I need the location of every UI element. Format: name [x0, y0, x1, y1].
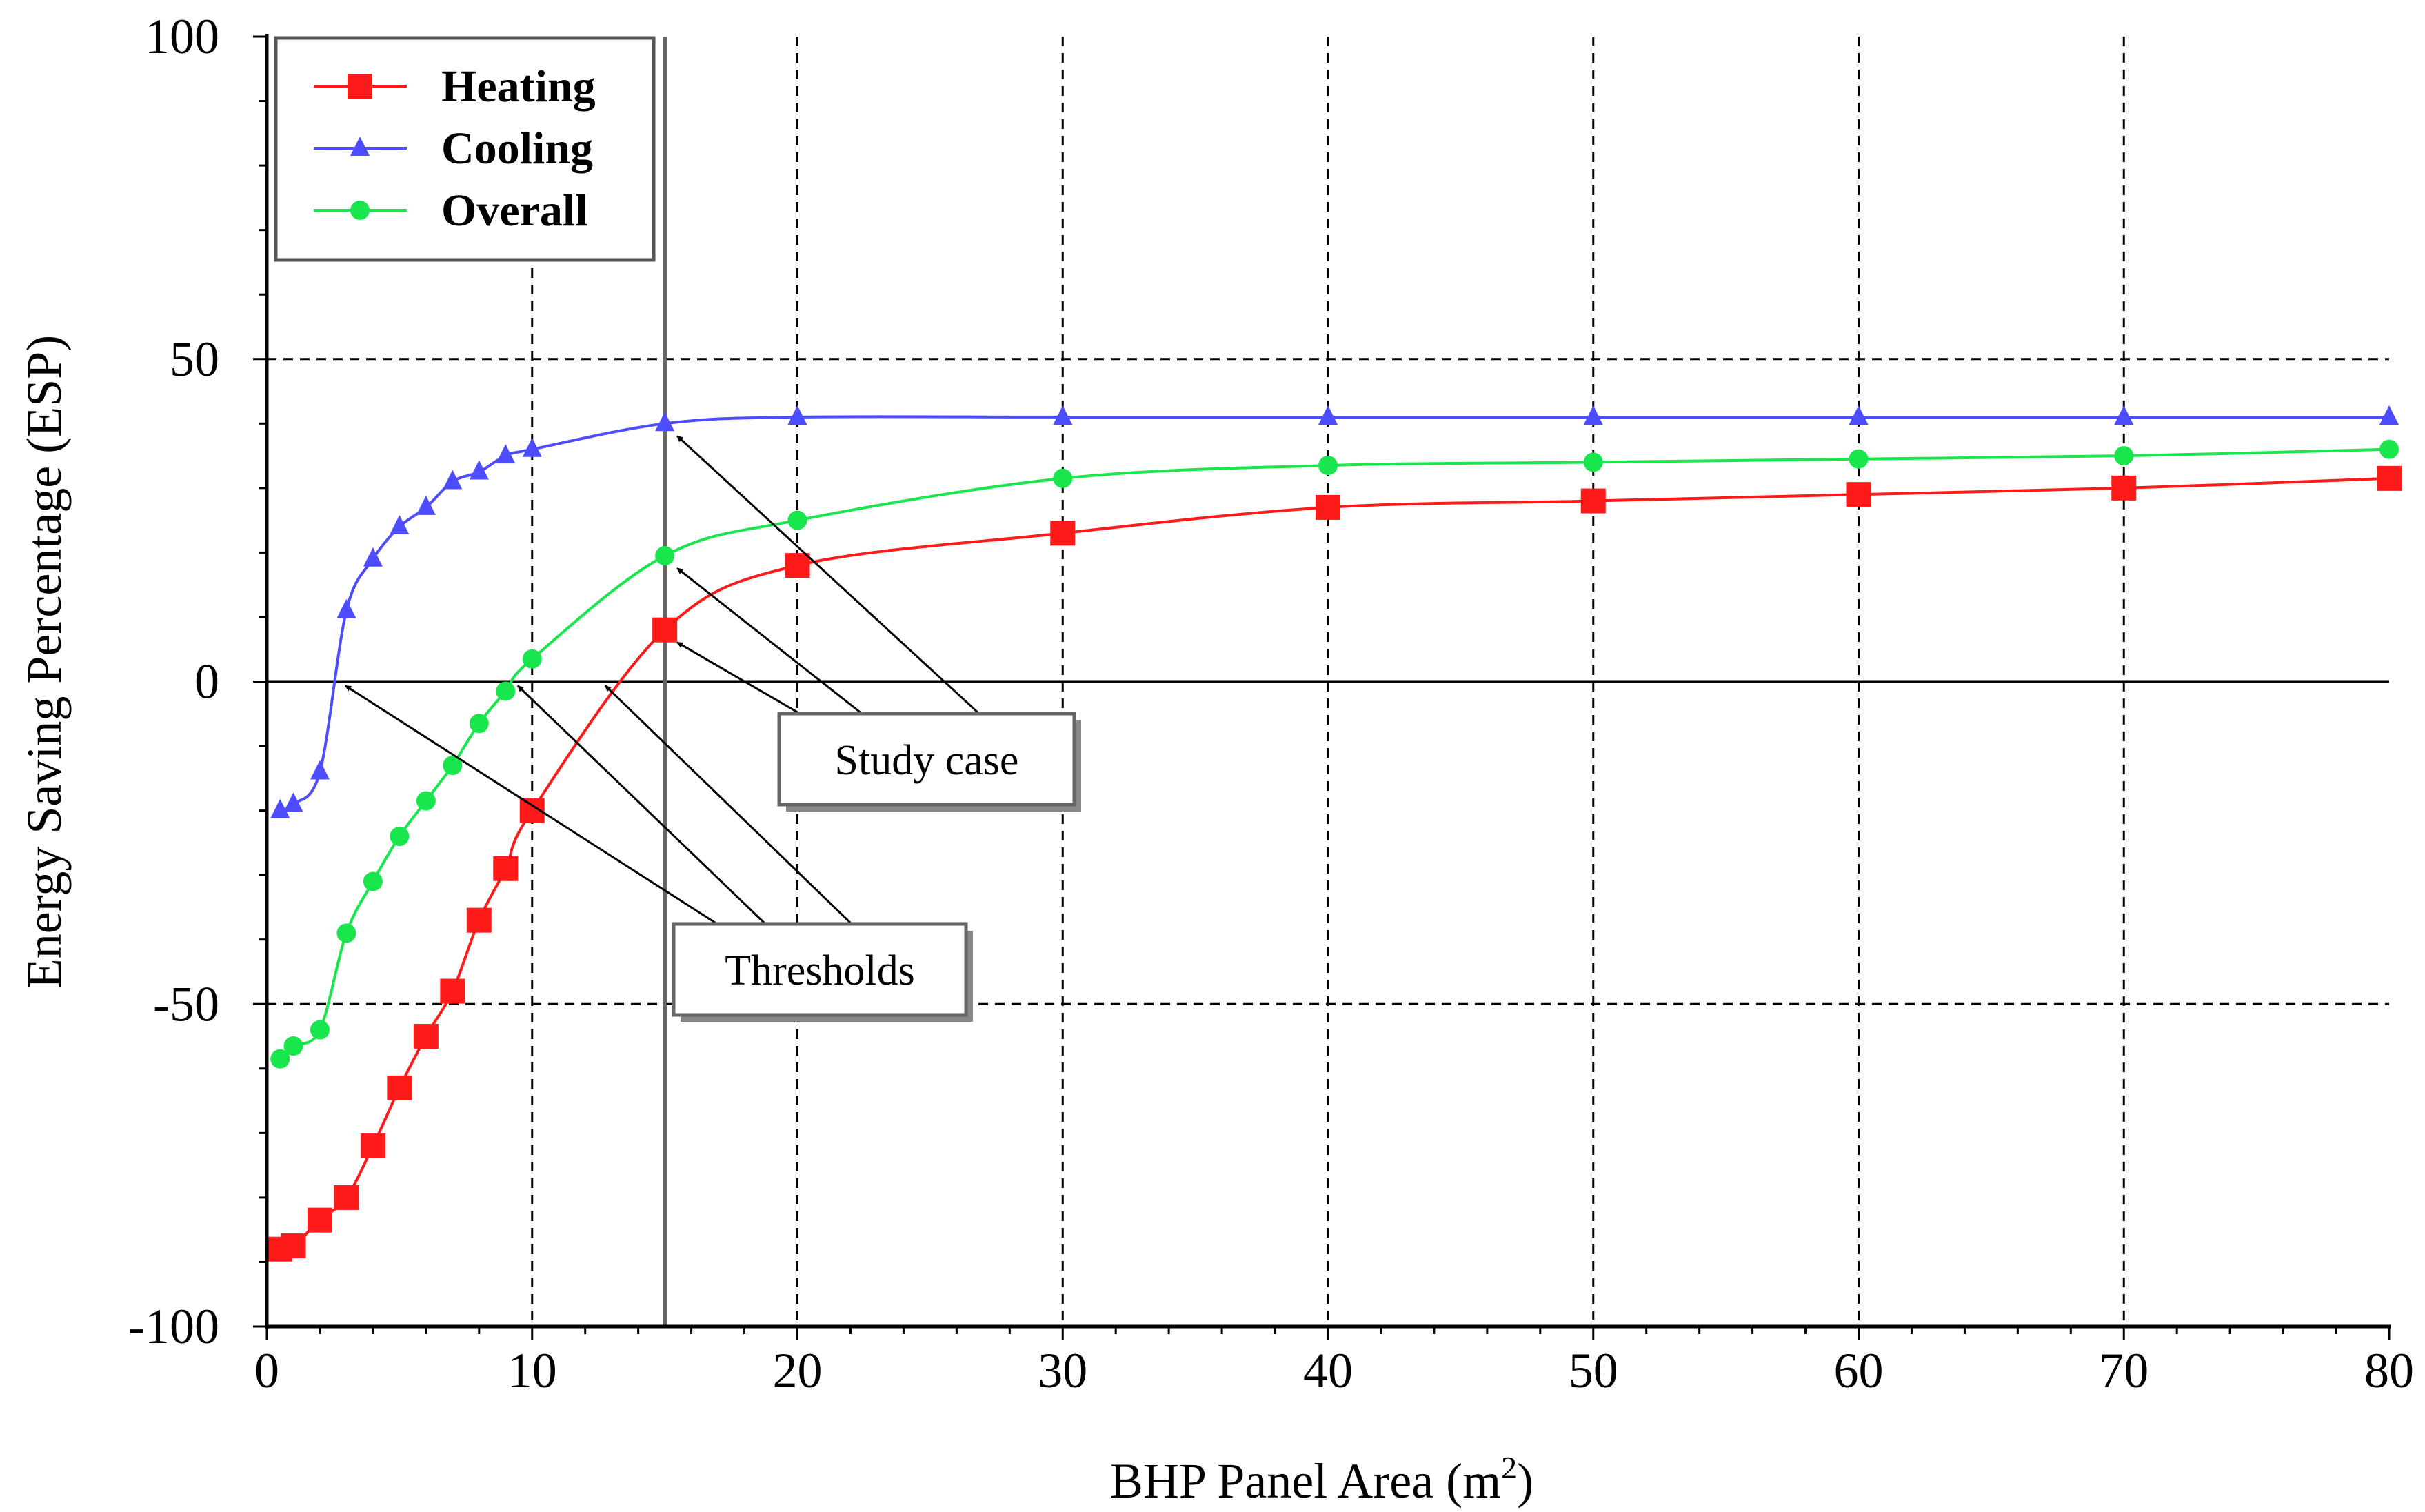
x-tick-label: 30 [1038, 1343, 1087, 1398]
data-point-overall [655, 546, 675, 566]
annotation-label-thresholds: Thresholds [725, 947, 915, 994]
x-tick-label: 70 [2099, 1343, 2149, 1398]
grid-lines [267, 37, 2389, 1327]
data-point-cooling [469, 460, 489, 480]
series-line-cooling [279, 415, 2389, 812]
data-point-heating [387, 1075, 412, 1100]
data-point-overall [443, 756, 463, 776]
data-point-cooling [270, 798, 290, 818]
x-tick-label: 50 [1569, 1343, 1618, 1398]
data-point-overall [336, 923, 356, 943]
data-point-overall [390, 827, 410, 847]
data-point-cooling [1583, 405, 1603, 425]
data-point-overall [496, 681, 516, 701]
data-point-overall [416, 791, 436, 811]
y-tick-label: 0 [194, 654, 219, 709]
legend-label-overall: Overall [441, 185, 588, 236]
data-point-cooling [655, 412, 675, 432]
data-point-cooling [443, 470, 463, 490]
x-tick-label: 40 [1303, 1343, 1353, 1398]
x-tick-label: 80 [2364, 1343, 2414, 1398]
annotation-arrow-study-case [676, 641, 801, 715]
legend-label-heating: Heating [441, 61, 596, 112]
data-point-cooling [1849, 405, 1869, 425]
data-point-overall [363, 871, 383, 891]
data-point-overall [522, 649, 542, 669]
data-point-heating [440, 978, 465, 1004]
legend-marker-cooling [350, 137, 370, 156]
data-point-heating [493, 856, 519, 881]
data-point-heating [1580, 488, 1606, 514]
data-point-cooling [496, 444, 516, 464]
data-point-overall [469, 714, 489, 734]
data-point-overall [2114, 446, 2134, 466]
data-point-overall [283, 1036, 303, 1056]
annotation-arrow-study-case [676, 435, 980, 715]
data-point-cooling [390, 514, 410, 534]
annotation-box-study-case [777, 712, 1076, 807]
annotation-arrow-thresholds [604, 685, 853, 925]
data-point-cooling [416, 495, 436, 515]
data-point-heating [413, 1024, 439, 1049]
legend-label-cooling: Cooling [441, 123, 593, 174]
data-point-cooling [336, 598, 356, 618]
data-point-overall [1583, 452, 1603, 472]
data-point-heating [307, 1207, 332, 1233]
x-tick-label: 60 [1834, 1343, 1884, 1398]
data-point-overall [1053, 468, 1073, 488]
legend: Heating Cooling Overall [274, 36, 656, 262]
data-point-overall [787, 510, 807, 530]
data-point-cooling [1053, 405, 1073, 425]
data-point-overall [270, 1049, 290, 1069]
data-point-cooling [310, 760, 330, 780]
annotation-arrow-study-case [676, 567, 863, 715]
data-point-cooling [2379, 405, 2399, 425]
series-line-heating [279, 476, 2390, 1251]
data-point-cooling [787, 405, 807, 425]
annotation-arrow-thresholds [344, 685, 718, 925]
data-point-heating [1050, 521, 1076, 546]
data-point-cooling [522, 437, 542, 457]
axis-ticks: 0 10 20 30 40 50 60 70 80 -100 -50 0 50 100 [128, 9, 2414, 1398]
data-point-overall [310, 1020, 330, 1040]
x-tick-label: 20 [773, 1343, 823, 1398]
x-tick-label: 0 [254, 1343, 279, 1398]
y-tick-label: -50 [153, 976, 219, 1031]
data-point-cooling [283, 792, 303, 812]
data-point-heating [281, 1233, 306, 1259]
annotation-arrow-thresholds [516, 685, 767, 925]
y-tick-label: -100 [128, 1299, 219, 1354]
data-point-heating [334, 1185, 359, 1210]
data-point-heating [360, 1133, 385, 1159]
data-point-cooling [2114, 405, 2134, 425]
data-point-heating [2111, 475, 2137, 501]
legend-marker-heating [348, 74, 372, 99]
legend-box [274, 36, 656, 262]
data-point-overall [2379, 439, 2399, 459]
series-line-overall [279, 447, 2390, 1060]
data-point-heating [785, 553, 810, 578]
annotation-label-study-case: Study case [835, 737, 1019, 784]
data-point-overall [1318, 456, 1338, 476]
data-point-cooling [1318, 405, 1338, 425]
series-markers [268, 405, 2402, 1262]
data-point-heating [2377, 465, 2402, 491]
x-axis-label: BHP Panel Area (m2) [1110, 1450, 1533, 1509]
y-tick-label: 50 [170, 332, 219, 387]
legend-marker-overall [350, 201, 370, 220]
data-point-overall [1849, 449, 1869, 469]
data-point-heating [652, 617, 678, 643]
annotations: Study case Thresholds [344, 435, 1081, 1022]
data-point-cooling [363, 547, 383, 567]
x-tick-label: 10 [507, 1343, 557, 1398]
y-axis-label: Energy Saving Percentage (ESP) [17, 335, 72, 989]
data-point-heating [1316, 494, 1340, 520]
series-lines [279, 415, 2390, 1251]
data-point-heating [466, 907, 492, 933]
data-point-heating [1846, 482, 1871, 507]
annotation-box-thresholds [672, 922, 968, 1017]
y-tick-label: 100 [145, 9, 219, 64]
